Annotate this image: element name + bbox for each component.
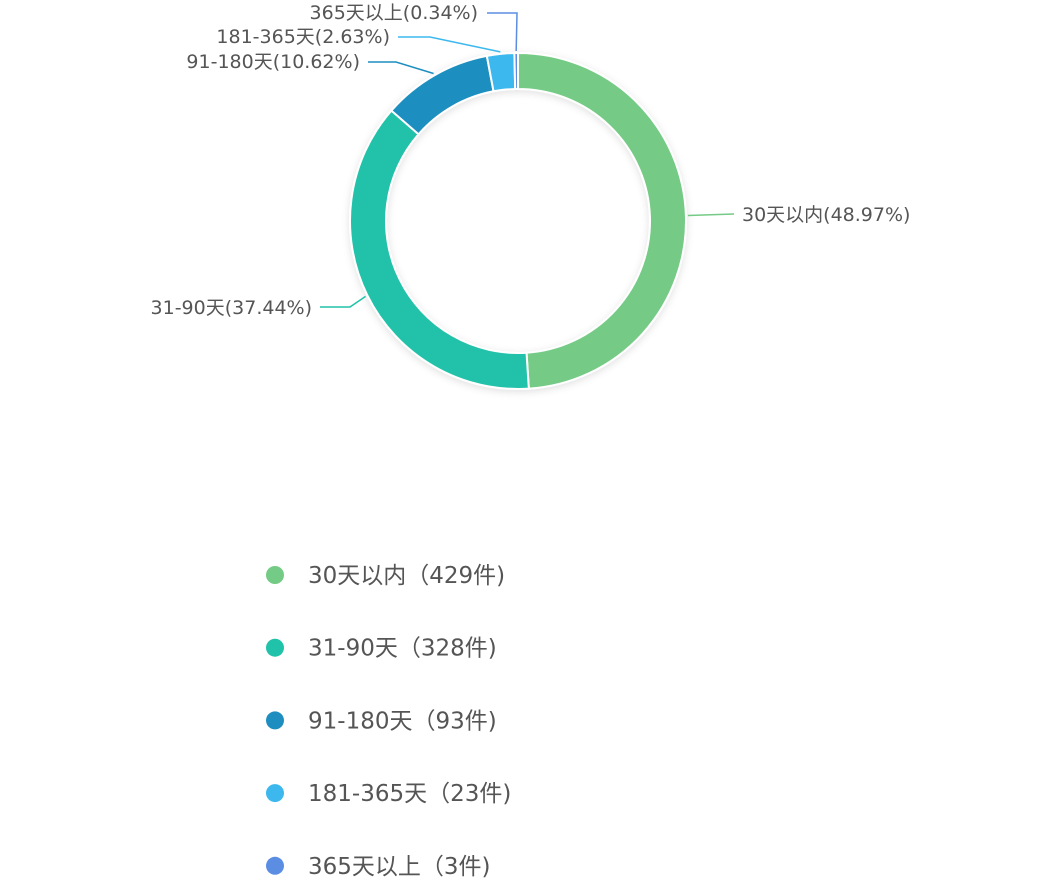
legend-label-3: 91-180天（93件): [308, 708, 497, 734]
legend-marker-3: [266, 711, 284, 730]
slice-label-1: 30天以内(48.97%): [742, 204, 910, 226]
donut-slices: [349, 51, 687, 390]
leader-line-3: [368, 61, 434, 75]
legend-item-2[interactable]: 31-90天（328件): [266, 636, 497, 662]
slice-label-4: 181-365天(2.63%): [216, 26, 390, 48]
label-leader-lines: [320, 12, 735, 308]
legend-label-5: 365天以上（3件): [308, 854, 491, 880]
legend-label-1: 30天以内（429件): [308, 563, 505, 589]
legend-marker-5: [266, 856, 284, 875]
legend-marker-2: [266, 638, 284, 657]
legend-marker-1: [266, 566, 284, 584]
slice-5[interactable]: [513, 51, 519, 91]
slice-labels: 30天以内(48.97%) 31-90天(37.44%) 91-180天(10.62…: [151, 2, 911, 319]
legend-marker-4: [266, 784, 284, 803]
legend-item-5[interactable]: 365天以上（3件): [266, 854, 491, 880]
slice-label-5: 365天以上(0.34%): [310, 2, 478, 24]
legend-label-4: 181-365天（23件): [308, 781, 511, 807]
slice-2[interactable]: [349, 109, 530, 390]
slice-label-3: 91-180天(10.62%): [186, 51, 360, 73]
slice-3[interactable]: [389, 54, 495, 136]
legend-item-1[interactable]: 30天以内（429件): [266, 563, 505, 589]
leader-line-1: [687, 213, 735, 217]
legend: 30天以内（429件) 31-90天（328件) 91-180天（93件) 181-3…: [266, 563, 511, 880]
leader-line-4: [398, 36, 501, 53]
legend-label-2: 31-90天（328件): [308, 636, 497, 662]
leader-line-2: [320, 295, 367, 308]
legend-item-3[interactable]: 91-180天（93件): [266, 708, 497, 734]
legend-item-4[interactable]: 181-365天（23件): [266, 781, 511, 807]
leader-line-5: [487, 12, 518, 52]
slice-label-2: 31-90天(37.44%): [151, 297, 312, 319]
slice-1[interactable]: [517, 51, 687, 390]
